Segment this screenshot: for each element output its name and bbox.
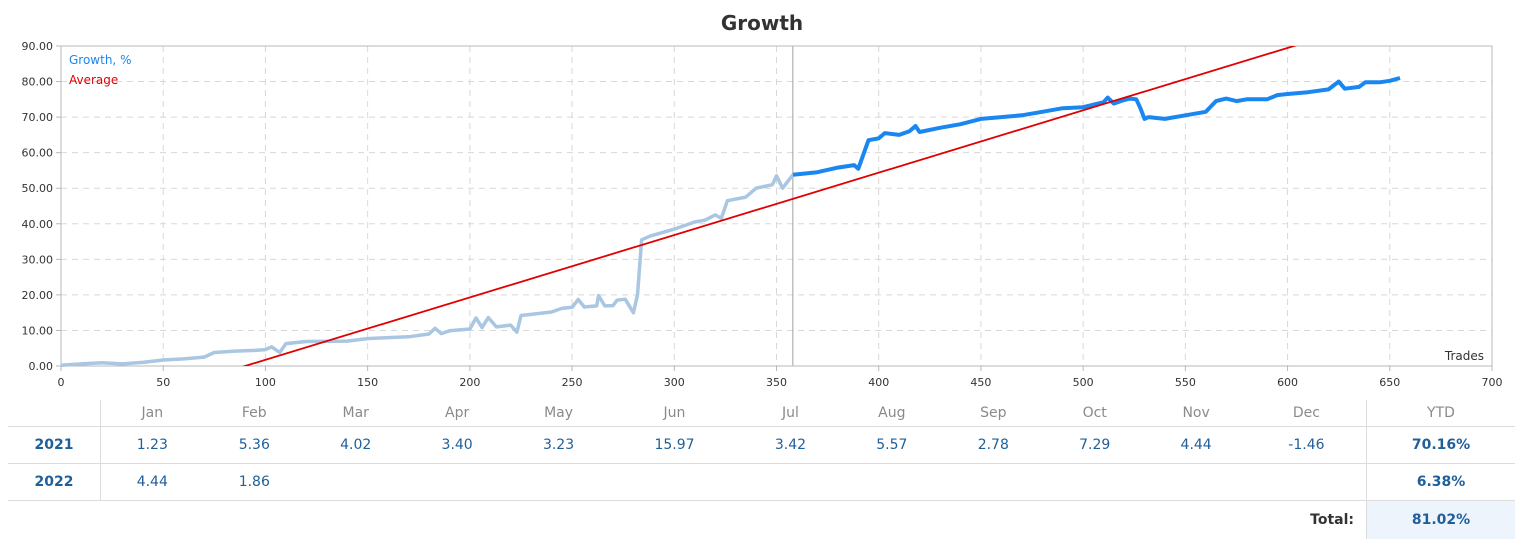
y-tick-label: 80.00 [22, 76, 54, 89]
month-value [739, 463, 842, 501]
month-header: Sep [942, 400, 1044, 427]
legend-average: Average [69, 73, 118, 87]
chart-grid [61, 46, 1492, 366]
table-header-row: Jan Feb Mar Apr May Jun Jul Aug Sep Oct Nov Dec YTD [8, 400, 1515, 427]
series-layer [60, 46, 1401, 368]
month-header: Mar [304, 400, 407, 427]
total-label: Total: [1310, 512, 1354, 528]
month-value [609, 463, 740, 501]
table-row: 2022 4.44 1.86 6.38% [8, 463, 1515, 501]
month-value: 2.78 [942, 426, 1044, 464]
month-value [1246, 463, 1367, 501]
month-value: 7.29 [1043, 426, 1146, 464]
y-tick-label: 60.00 [22, 147, 54, 160]
month-value [841, 463, 943, 501]
x-tick-label: 150 [357, 376, 378, 389]
x-tick-label: 250 [562, 376, 583, 389]
legend-growth: Growth, % [69, 53, 131, 67]
row-year: 2021 [8, 426, 101, 464]
growth-line-history [60, 173, 795, 368]
x-axis-label: Trades [1444, 349, 1484, 363]
y-tick-label: 0.00 [29, 360, 54, 373]
month-header: May [507, 400, 610, 427]
x-tick-label: 700 [1482, 376, 1503, 389]
x-tick-label: 550 [1175, 376, 1196, 389]
growth-chart: Growth 0 50 100 150 200 250 300 350 400 450 500 550… [22, 11, 1503, 389]
y-tick-label: 10.00 [22, 324, 54, 337]
month-value: 4.02 [304, 426, 407, 464]
axes: 0 50 100 150 200 250 300 350 400 450 500 550 600 650 7… [22, 40, 1503, 389]
y-tick-label: 50.00 [22, 182, 54, 195]
x-tick-label: 200 [459, 376, 480, 389]
x-tick-label: 350 [766, 376, 787, 389]
legend: Growth, % Average [69, 53, 131, 87]
month-value: 4.44 [1145, 426, 1247, 464]
month-header: Dec [1246, 400, 1367, 427]
month-header: Jun [609, 400, 740, 427]
x-tick-label: 500 [1073, 376, 1094, 389]
month-value [1043, 463, 1146, 501]
y-tick-label: 40.00 [22, 218, 54, 231]
month-header: Aug [841, 400, 943, 427]
y-tick-label: 70.00 [22, 111, 54, 124]
y-tick-label: 30.00 [22, 253, 54, 266]
row-ytd: 6.38% [1366, 463, 1515, 501]
y-tick-label: 20.00 [22, 289, 54, 302]
month-value: -1.46 [1246, 426, 1367, 464]
average-line [242, 46, 1297, 366]
month-value [942, 463, 1044, 501]
header-corner [8, 400, 101, 427]
growth-line-current [792, 76, 1401, 177]
month-value: 3.42 [739, 426, 842, 464]
chart-title: Growth [721, 11, 803, 35]
y-tick-label: 90.00 [22, 40, 54, 53]
x-tick-label: 0 [58, 376, 65, 389]
table-row: 2021 1.23 5.36 4.02 3.40 3.23 15.97 3.42 5.57 2.7… [8, 426, 1515, 464]
month-value: 4.44 [100, 463, 204, 501]
x-tick-label: 300 [664, 376, 685, 389]
ytd-header: YTD [1366, 400, 1515, 427]
month-value: 5.57 [841, 426, 943, 464]
month-value: 3.23 [507, 426, 610, 464]
month-value: 5.36 [203, 426, 305, 464]
month-value [1145, 463, 1247, 501]
month-value: 15.97 [609, 426, 740, 464]
x-tick-label: 650 [1379, 376, 1400, 389]
x-tick-label: 600 [1277, 376, 1298, 389]
x-tick-label: 400 [868, 376, 889, 389]
month-value [507, 463, 610, 501]
x-tick-label: 450 [970, 376, 991, 389]
month-value [304, 463, 407, 501]
row-ytd: 70.16% [1366, 426, 1515, 464]
month-header: Oct [1043, 400, 1146, 427]
monthly-returns-table: Jan Feb Mar Apr May Jun Jul Aug Sep Oct Nov Dec YTD 2… [8, 400, 1515, 539]
row-year: 2022 [8, 463, 101, 501]
month-header: Jan [100, 400, 204, 427]
x-tick-label: 50 [156, 376, 170, 389]
month-value: 1.86 [203, 463, 305, 501]
month-header: Nov [1145, 400, 1247, 427]
total-row: Total: 81.02% [8, 500, 1515, 539]
month-value: 3.40 [406, 426, 508, 464]
total-value: 81.02% [1366, 500, 1515, 539]
month-header: Apr [406, 400, 508, 427]
x-tick-label: 100 [255, 376, 276, 389]
month-header: Feb [203, 400, 305, 427]
month-header: Jul [739, 400, 842, 427]
month-value [406, 463, 508, 501]
month-value: 1.23 [100, 426, 204, 464]
